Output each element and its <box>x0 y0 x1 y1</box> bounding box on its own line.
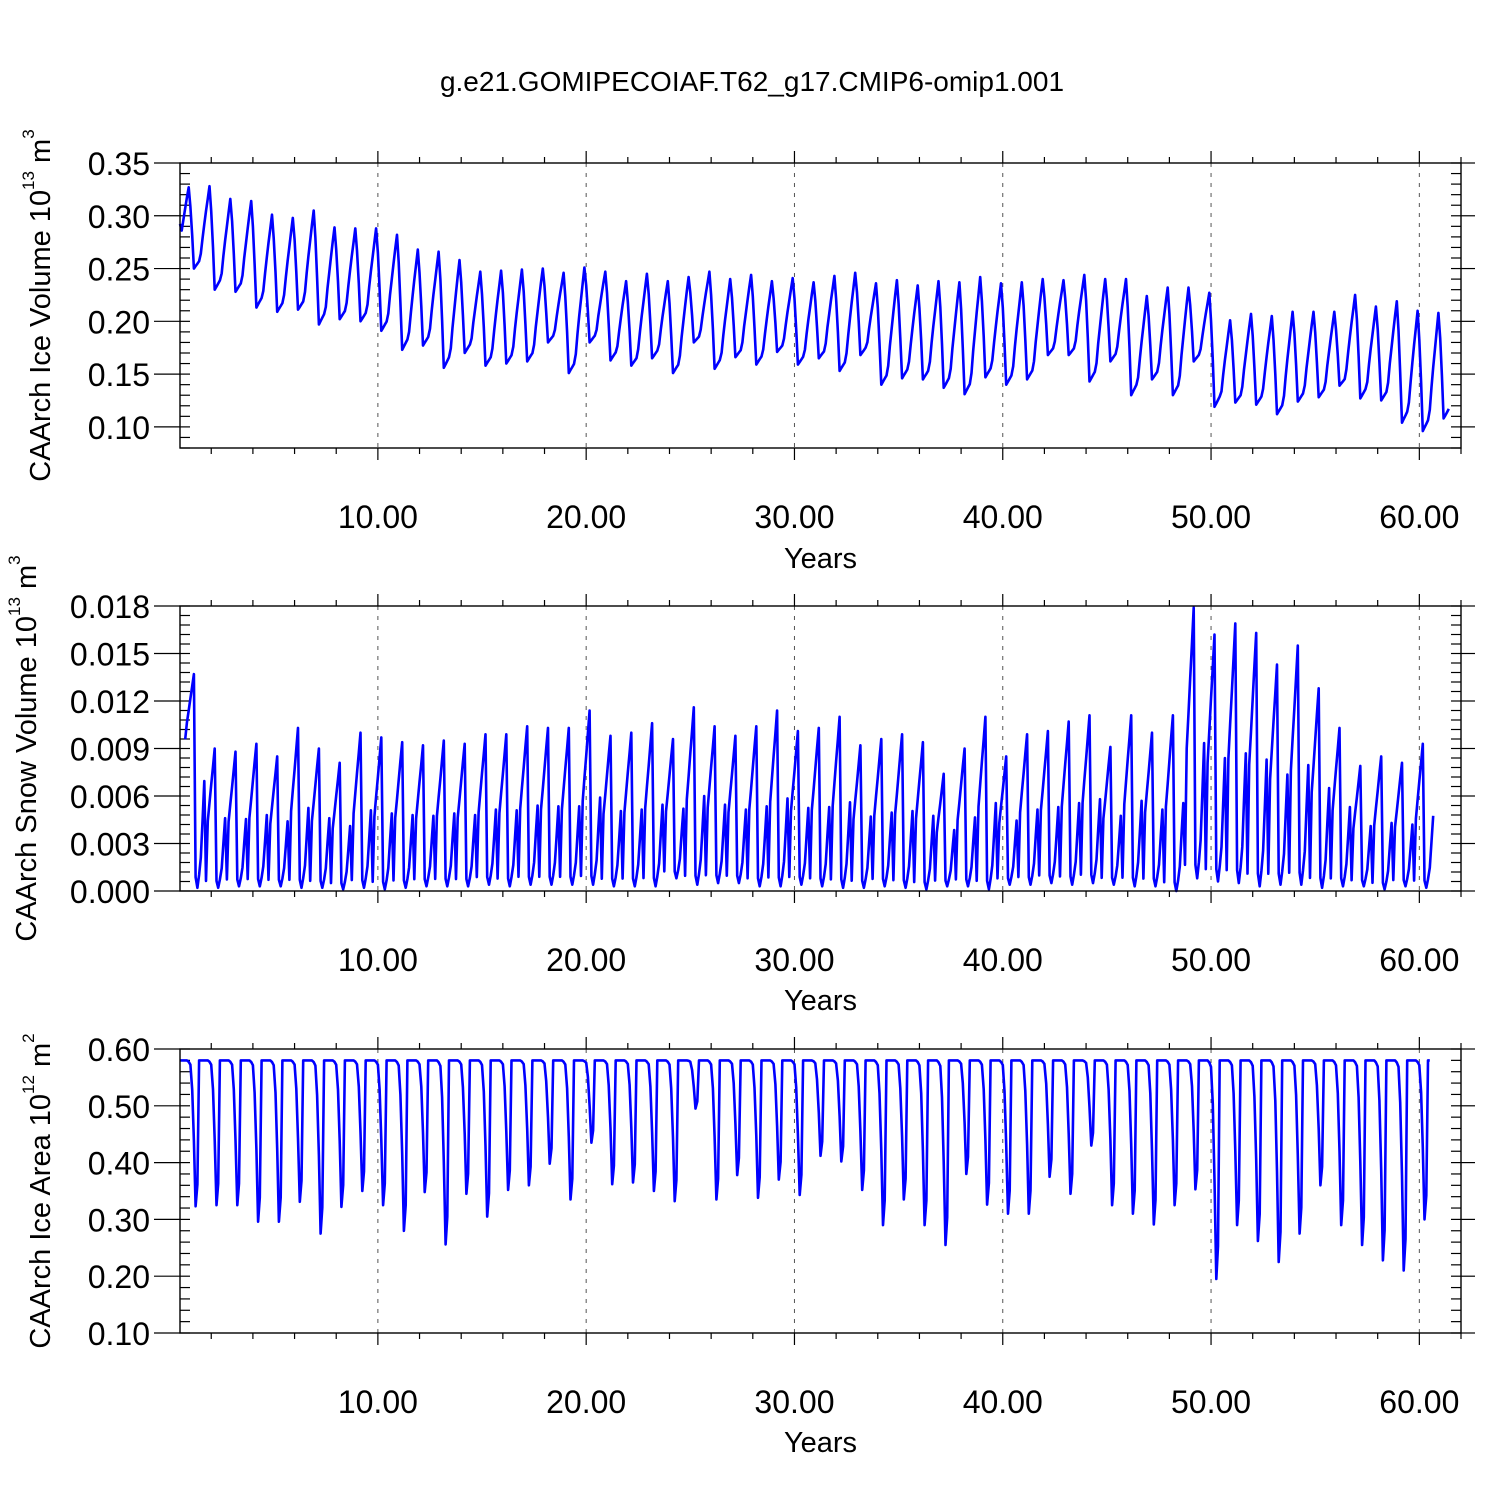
ice-area-plot-frame <box>179 1048 1462 1334</box>
ice-area-y-tick-label: 0.50 <box>88 1089 150 1125</box>
ice-volume-y-tick-label: 0.15 <box>88 357 150 393</box>
ice-volume-y-tick-label: 0.20 <box>88 304 150 340</box>
ice-area-panel: 10.00 20.00 30.00 40.00 50.00 60.00 0.10 0.20 0.… <box>19 1032 1475 1459</box>
ice-volume-y-tick-label: 0.25 <box>88 252 150 288</box>
ice-area-x-tick-label: 50.00 <box>1171 1384 1251 1420</box>
snow-volume-y-tick-label: 0.003 <box>70 827 150 863</box>
ice-volume-y-tick-label: 0.35 <box>88 146 150 182</box>
ice-area-x-tick-label: 40.00 <box>963 1384 1043 1420</box>
ice-area-x-tick-label: 10.00 <box>338 1384 418 1420</box>
ice-volume-x-tick-label: 60.00 <box>1379 499 1459 535</box>
snow-volume-panel: 10.00 20.00 30.00 40.00 50.00 60.00 0.000 0.003… <box>5 555 1475 1017</box>
ice-area-y-tick-label: 0.60 <box>88 1032 150 1068</box>
snow-volume-x-tick-label: 60.00 <box>1379 942 1459 978</box>
ice-volume-x-tick-label: 50.00 <box>1171 499 1251 535</box>
snow-volume-y-axis-label: CAArch Snow Volume 1013 m3 <box>5 555 42 941</box>
ice-volume-y-tick-label: 0.10 <box>88 410 150 446</box>
ice-area-y-tick-label: 0.10 <box>88 1316 150 1352</box>
ice-area-y-axis-label: CAArch Ice Area 1012 m2 <box>19 1033 56 1348</box>
ice-volume-x-tick-label: 10.00 <box>338 499 418 535</box>
ice-area-y-tick-label: 0.30 <box>88 1202 150 1238</box>
ice-area-y-tick-label: 0.20 <box>88 1259 150 1295</box>
ice-area-y-tick-label: 0.40 <box>88 1146 150 1182</box>
snow-volume-y-tick-label: 0.006 <box>70 779 150 815</box>
ice-area-x-tick-label: 60.00 <box>1379 1384 1459 1420</box>
ice-volume-x-tick-label: 20.00 <box>546 499 626 535</box>
snow-volume-x-axis-label: Years <box>784 985 857 1017</box>
ice-volume-y-tick-label: 0.30 <box>88 199 150 235</box>
snow-volume-y-tick-label: 0.018 <box>70 589 150 625</box>
snow-volume-series-line <box>183 606 1435 893</box>
ice-volume-plot-frame <box>179 162 1462 449</box>
ice-volume-panel: 10.00 20.00 30.00 40.00 50.00 60.00 0.10 0.15 0.… <box>19 129 1475 575</box>
snow-volume-y-tick-label: 0.015 <box>70 637 150 673</box>
ice-area-x-axis-label: Years <box>784 1427 857 1459</box>
ice-area-x-tick-label: 30.00 <box>754 1384 834 1420</box>
snow-volume-plot-frame <box>179 605 1462 892</box>
chart-title: g.e21.GOMIPECOIAF.T62_g17.CMIP6-omip1.00… <box>440 66 1064 97</box>
snow-volume-x-tick-label: 10.00 <box>338 942 418 978</box>
ice-area-x-tick-label: 20.00 <box>546 1384 626 1420</box>
ice-volume-y-axis-label: CAArch Ice Volume 1013 m3 <box>19 129 56 481</box>
snow-volume-x-tick-label: 30.00 <box>754 942 834 978</box>
ice-volume-series-line <box>178 184 1450 433</box>
snow-volume-y-tick-label: 0.009 <box>70 732 150 768</box>
snow-volume-x-tick-label: 40.00 <box>963 942 1043 978</box>
ice-volume-x-tick-label: 30.00 <box>754 499 834 535</box>
ice-volume-x-tick-label: 40.00 <box>963 499 1043 535</box>
snow-volume-x-tick-label: 50.00 <box>1171 942 1251 978</box>
ice-volume-x-axis-label: Years <box>784 543 857 575</box>
snow-volume-y-tick-label: 0.012 <box>70 684 150 720</box>
snow-volume-x-tick-label: 20.00 <box>546 942 626 978</box>
ice-area-series-line <box>180 1059 1430 1281</box>
snow-volume-y-tick-label: 0.000 <box>70 874 150 910</box>
